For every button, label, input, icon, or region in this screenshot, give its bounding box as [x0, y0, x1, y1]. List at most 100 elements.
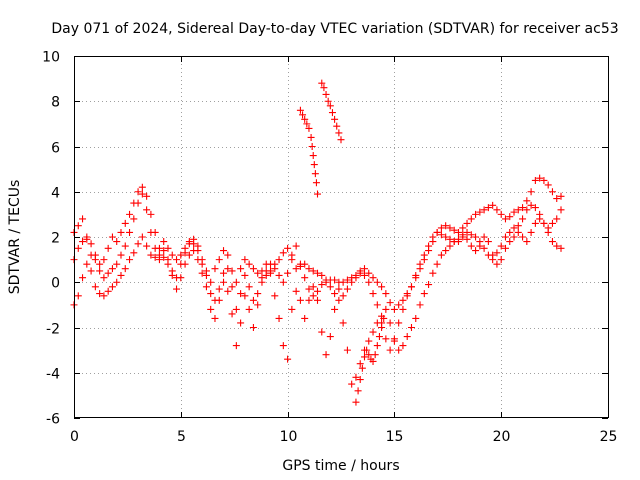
- y-tick-label-6: 6: [51, 141, 60, 157]
- chart-title: Day 071 of 2024, Sidereal Day-to-day VTE…: [51, 21, 618, 37]
- series-segment-peak: [296, 79, 345, 198]
- point-track-c-95: [476, 242, 484, 250]
- point-track-a-95: [476, 208, 484, 216]
- point-track-c-107: [527, 228, 535, 236]
- point-track-a-99: [493, 206, 501, 214]
- point-track-b-74: [386, 346, 394, 354]
- point-track-a-61: [331, 276, 339, 284]
- point-track-a-89: [450, 226, 458, 234]
- point-track-a-6: [96, 260, 104, 268]
- point-track-c-31: [202, 283, 210, 291]
- point-track-c-53: [296, 296, 304, 304]
- point-track-c-14: [130, 249, 138, 257]
- point-track-a-92: [463, 219, 471, 227]
- point-segment-peak-6: [308, 143, 316, 150]
- point-track-a-98: [489, 201, 497, 209]
- x-axis-label: GPS time / hours: [282, 458, 399, 474]
- point-track-a-72: [378, 283, 386, 291]
- point-track-c-45: [262, 260, 270, 268]
- point-track-b-19: [151, 244, 159, 252]
- point-track-c-30: [198, 269, 206, 277]
- point-track-b-31: [202, 267, 210, 275]
- point-track-c-105: [519, 233, 527, 241]
- point-segment-peak-5: [307, 133, 315, 141]
- point-track-b-60: [326, 283, 334, 291]
- y-tick-label-1: -4: [46, 367, 60, 383]
- point-track-b-34: [215, 285, 223, 293]
- point-track-c-102: [506, 238, 514, 246]
- point-track-b-84: [429, 233, 437, 241]
- point-segment-peak-19: [333, 122, 341, 130]
- point-track-a-88: [446, 224, 454, 232]
- point-track-b-61: [331, 290, 339, 298]
- point-segment-peak-1: [299, 111, 307, 119]
- point-track-a-101: [501, 215, 509, 223]
- point-segment-peak-21: [337, 136, 345, 144]
- point-segment-drop-3: [358, 364, 366, 372]
- point-track-a-35: [220, 247, 228, 255]
- y-tick-label-3: 0: [51, 276, 60, 292]
- point-track-b-103: [510, 224, 518, 232]
- point-track-a-106: [523, 197, 531, 205]
- point-track-a-57: [314, 269, 322, 277]
- point-track-c-63: [339, 319, 347, 327]
- point-track-a-13: [126, 210, 134, 218]
- y-tick-label-7: 8: [51, 95, 60, 111]
- point-segment-drop-10: [373, 342, 381, 350]
- point-track-c-21: [160, 253, 168, 261]
- point-track-c-35: [220, 278, 228, 286]
- point-track-b-54: [301, 274, 309, 282]
- series-segment-drop: [352, 314, 388, 406]
- point-track-c-7: [100, 292, 108, 300]
- point-track-c-100: [497, 256, 505, 264]
- point-track-c-40: [241, 292, 249, 300]
- point-track-c-10: [113, 278, 121, 286]
- point-track-c-15: [134, 240, 142, 248]
- point-track-c-19: [151, 253, 159, 261]
- point-track-a-69: [365, 269, 373, 277]
- point-segment-drop-0: [352, 398, 360, 406]
- point-track-a-11: [117, 228, 125, 236]
- point-track-c-28: [190, 247, 198, 255]
- point-segment-peak-4: [305, 124, 313, 132]
- point-track-b-76: [395, 319, 403, 327]
- point-track-c-33: [211, 314, 219, 322]
- point-track-a-39: [237, 265, 245, 273]
- point-track-b-107: [527, 201, 535, 209]
- point-track-b-88: [446, 235, 454, 243]
- point-track-b-26: [181, 249, 189, 257]
- point-track-b-5: [91, 251, 99, 259]
- point-track-b-70: [369, 290, 377, 298]
- point-segment-drop-4: [360, 353, 368, 361]
- point-track-a-103: [510, 208, 518, 216]
- point-track-a-87: [442, 222, 450, 230]
- point-track-c-74: [386, 319, 394, 327]
- point-track-c-108: [531, 219, 539, 227]
- point-track-a-71: [373, 278, 381, 286]
- point-track-c-83: [425, 281, 433, 289]
- point-track-b-51: [288, 251, 296, 259]
- point-track-c-103: [510, 233, 518, 241]
- point-track-b-32: [207, 290, 215, 298]
- point-segment-peak-18: [331, 115, 339, 123]
- y-tick-label-0: -6: [46, 412, 60, 428]
- point-track-c-58: [318, 328, 326, 336]
- point-track-c-17: [143, 242, 151, 250]
- point-track-b-11: [117, 251, 125, 259]
- point-track-a-64: [343, 276, 351, 284]
- point-track-b-49: [279, 278, 287, 286]
- point-segment-drop-2: [356, 376, 364, 384]
- point-track-c-80: [412, 314, 420, 322]
- point-track-b-69: [365, 278, 373, 286]
- point-track-c-94: [472, 247, 480, 255]
- point-segment-peak-17: [328, 109, 336, 117]
- point-track-b-63: [339, 292, 347, 300]
- point-track-b-67: [356, 269, 364, 277]
- point-segment-peak-7: [309, 152, 317, 160]
- point-track-b-78: [403, 292, 411, 300]
- point-track-b-87: [442, 233, 450, 241]
- point-track-b-8: [104, 269, 112, 277]
- point-track-c-82: [420, 290, 428, 298]
- point-track-b-43: [254, 290, 262, 298]
- point-track-c-97: [484, 238, 492, 246]
